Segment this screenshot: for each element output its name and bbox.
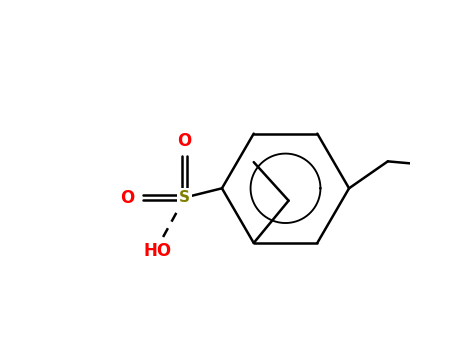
Text: HO: HO bbox=[144, 241, 172, 260]
Text: S: S bbox=[179, 190, 190, 205]
Text: O: O bbox=[120, 189, 135, 206]
Text: O: O bbox=[177, 132, 192, 150]
